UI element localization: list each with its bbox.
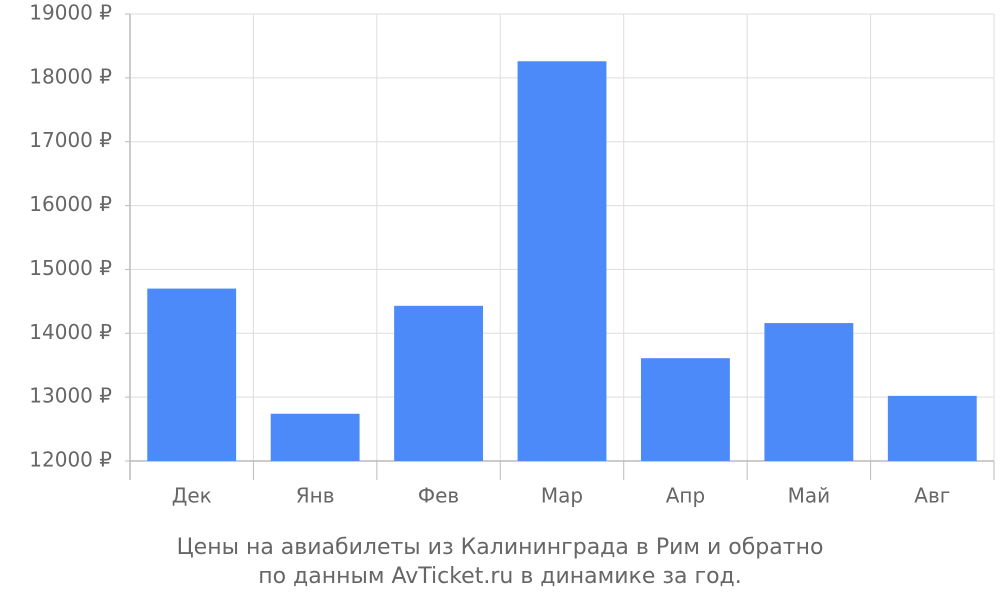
x-tick-label: Авг: [914, 484, 950, 508]
y-tick-label: 15000 ₽: [29, 256, 112, 280]
x-tick-label: Мар: [541, 484, 583, 508]
x-tick-label: Дек: [172, 484, 212, 508]
y-tick-label: 18000 ₽: [29, 64, 112, 88]
y-tick-label: 14000 ₽: [29, 320, 112, 344]
y-tick-label: 13000 ₽: [29, 384, 112, 408]
y-tick-label: 17000 ₽: [29, 128, 112, 152]
chart-title: Цены на авиабилеты из Калининграда в Рим…: [177, 535, 824, 560]
bar: [147, 288, 237, 461]
x-tick-label: Апр: [666, 484, 705, 508]
bar: [394, 305, 484, 461]
bar: [517, 61, 607, 462]
bar: [887, 395, 977, 461]
x-tick-label: Май: [788, 484, 831, 508]
y-tick-label: 19000 ₽: [29, 1, 112, 25]
bar: [764, 323, 854, 461]
bar: [270, 413, 360, 461]
x-tick-label: Фев: [418, 484, 459, 508]
y-tick-label: 16000 ₽: [29, 192, 112, 216]
y-tick-label: 12000 ₽: [29, 448, 112, 472]
chart-subtitle: по данным AvTicket.ru в динамике за год.: [258, 564, 742, 589]
x-tick-label: Янв: [296, 484, 335, 508]
bar: [640, 358, 730, 461]
